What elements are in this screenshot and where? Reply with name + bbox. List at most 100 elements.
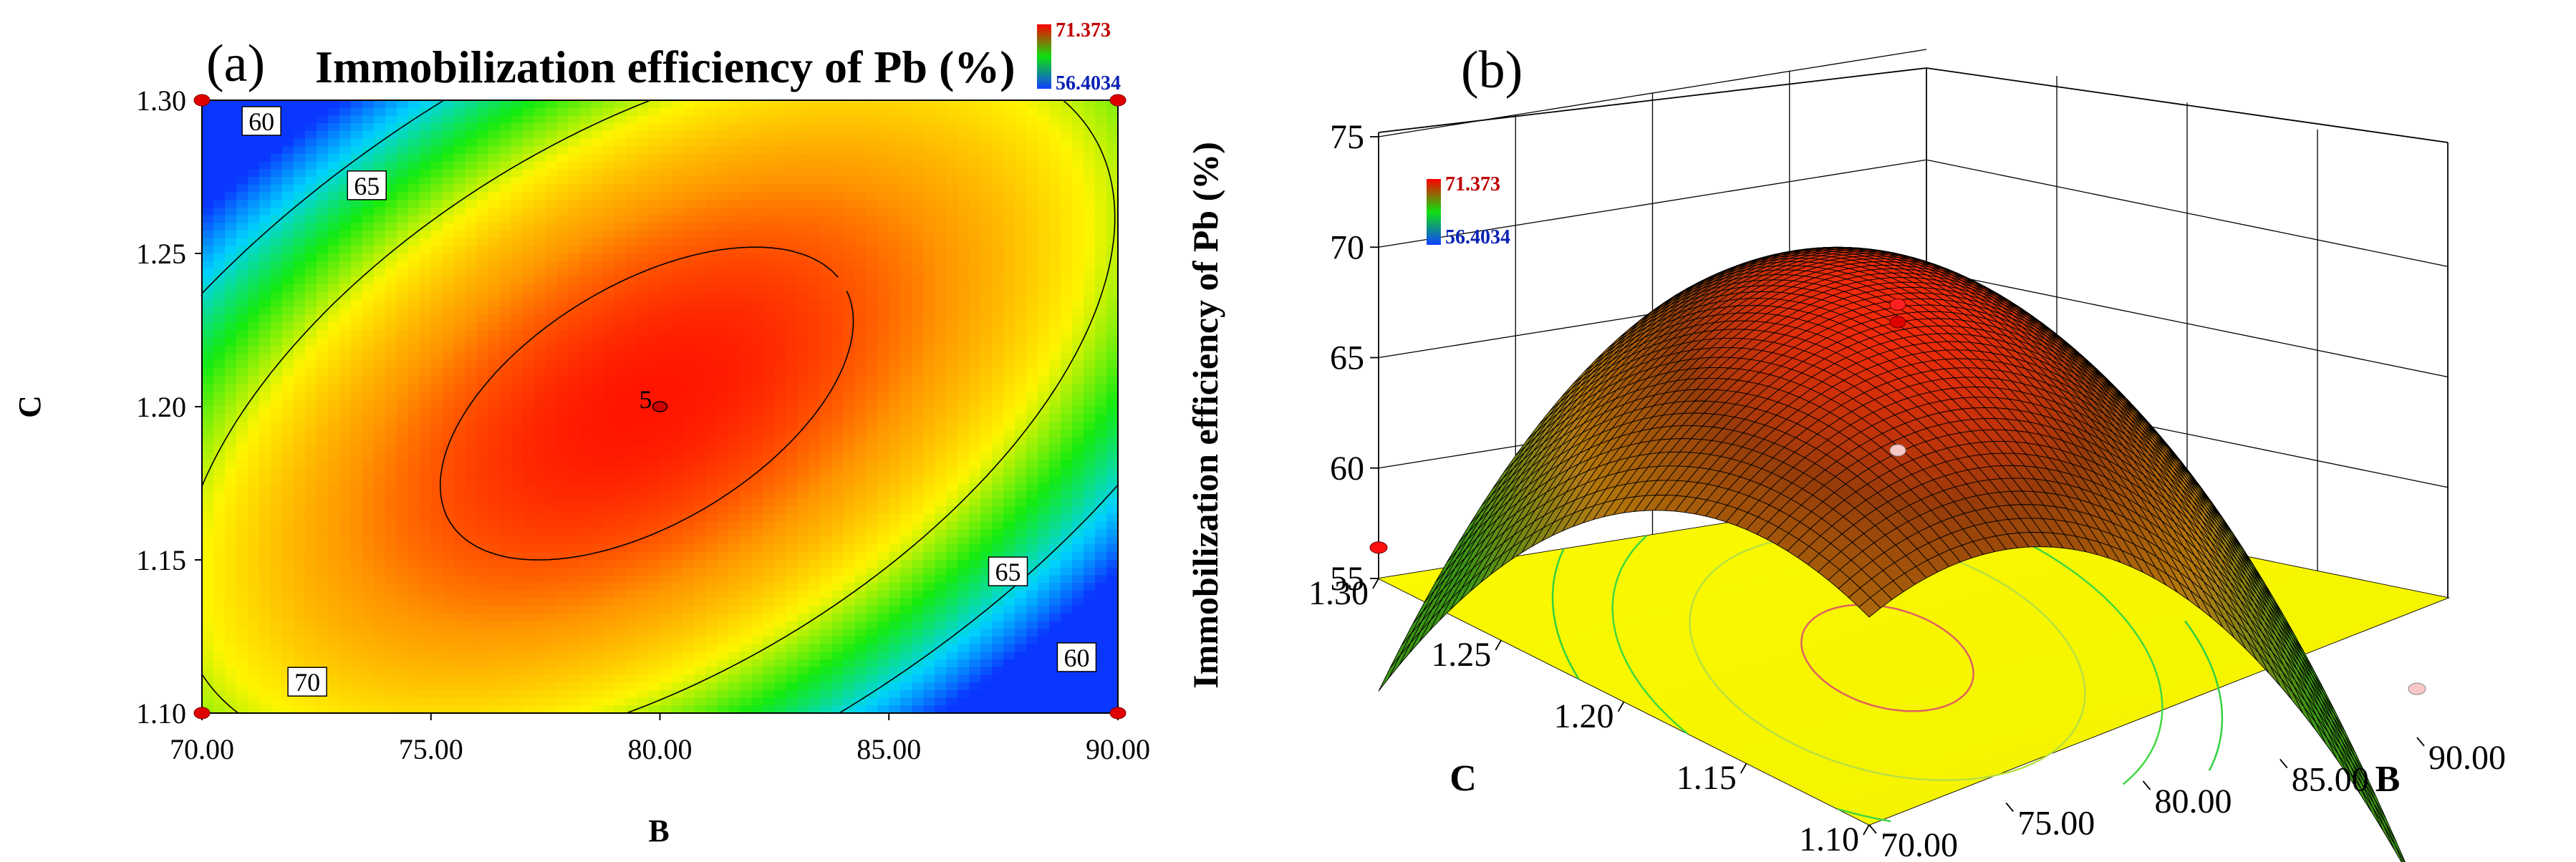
- heatmap-cell: [385, 590, 397, 599]
- heatmap-cell: [270, 360, 283, 369]
- heatmap-cell: [831, 169, 844, 178]
- heatmap-cell: [786, 383, 798, 392]
- heatmap-cell: [579, 353, 592, 362]
- heatmap-cell: [316, 705, 329, 713]
- heatmap-cell: [774, 383, 786, 392]
- heatmap-cell: [202, 682, 214, 691]
- heatmap-cell: [877, 261, 889, 269]
- heatmap-cell: [293, 376, 306, 384]
- heatmap-cell: [763, 138, 775, 147]
- heatmap-cell: [671, 115, 684, 124]
- heatmap-cell: [442, 276, 455, 285]
- heatmap-cell: [614, 284, 627, 293]
- heatmap-cell: [568, 284, 581, 293]
- heatmap-cell: [625, 468, 638, 476]
- heatmap-cell: [453, 529, 466, 538]
- heatmap-cell: [774, 452, 786, 461]
- heatmap-cell: [568, 169, 581, 178]
- heatmap-cell: [648, 376, 661, 384]
- heatmap-cell: [522, 253, 535, 262]
- heatmap-cell: [385, 682, 397, 691]
- heatmap-cell: [648, 246, 661, 254]
- heatmap-cell: [270, 238, 283, 246]
- heatmap-cell: [637, 544, 650, 553]
- heatmap-cell: [591, 291, 604, 300]
- heatmap-cell: [453, 399, 466, 407]
- heatmap-cell: [900, 498, 912, 507]
- heatmap-cell: [717, 498, 730, 507]
- heatmap-cell: [442, 391, 455, 399]
- heatmap-cell: [407, 161, 420, 170]
- heatmap-cell: [705, 177, 718, 185]
- heatmap-cell: [637, 659, 650, 668]
- heatmap-cell: [820, 621, 832, 629]
- heatmap-cell: [545, 674, 558, 683]
- heatmap-cell: [579, 705, 592, 713]
- heatmap-cell: [648, 674, 661, 683]
- heatmap-cell: [866, 552, 878, 561]
- heatmap-cell: [614, 583, 627, 591]
- heatmap-cell: [614, 276, 627, 285]
- heatmap-cell: [488, 115, 501, 124]
- heatmap-cell: [511, 100, 524, 109]
- heatmap-cell: [259, 100, 271, 109]
- heatmap-cell: [820, 399, 832, 407]
- heatmap-cell: [786, 115, 798, 124]
- heatmap-cell: [339, 544, 352, 553]
- heatmap-cell: [465, 383, 478, 392]
- heatmap-cell: [442, 330, 455, 339]
- heatmap-cell: [224, 115, 237, 124]
- heatmap-cell: [522, 513, 535, 523]
- heatmap-cell: [465, 629, 478, 637]
- heatmap-cell: [304, 207, 317, 216]
- heatmap-cell: [556, 169, 569, 178]
- heatmap-cell: [488, 682, 501, 691]
- heatmap-cell: [202, 452, 214, 461]
- heatmap-cell: [854, 291, 867, 300]
- heatmap-cell: [797, 659, 809, 668]
- heatmap-cell: [293, 399, 306, 407]
- heatmap-cell: [648, 184, 661, 193]
- heatmap-cell: [453, 644, 466, 652]
- heatmap-cell: [763, 560, 775, 568]
- heatmap-cell: [339, 337, 352, 346]
- heatmap-cell: [316, 414, 329, 422]
- heatmap-cell: [407, 353, 420, 362]
- heatmap-cell: [831, 490, 844, 499]
- heatmap-cell: [213, 130, 226, 140]
- heatmap-cell: [797, 299, 809, 308]
- heatmap-cell: [534, 368, 546, 377]
- heatmap-cell: [453, 475, 466, 484]
- heatmap-cell: [889, 322, 901, 331]
- heatmap-cell: [671, 506, 684, 515]
- heatmap-cell: [625, 575, 638, 583]
- heatmap-cell: [602, 100, 615, 109]
- heatmap-cell: [373, 560, 386, 568]
- heatmap-cell: [877, 544, 889, 553]
- heatmap-cell: [556, 544, 569, 553]
- heatmap-cell: [809, 667, 821, 676]
- heatmap-cell: [637, 689, 650, 699]
- heatmap-cell: [385, 153, 397, 163]
- heatmap-cell: [534, 422, 546, 430]
- heatmap-cell: [545, 521, 558, 530]
- heatmap-cell: [556, 200, 569, 208]
- heatmap-cell: [350, 629, 363, 637]
- heatmap-cell: [511, 445, 524, 453]
- heatmap-cell: [889, 468, 901, 476]
- heatmap-cell: [717, 130, 730, 140]
- heatmap-cell: [751, 521, 763, 530]
- heatmap-cell: [751, 330, 763, 339]
- heatmap-cell: [213, 169, 226, 178]
- heatmap-cell: [453, 613, 466, 622]
- heatmap-cell: [430, 414, 443, 422]
- heatmap-cell: [327, 483, 340, 492]
- heatmap-cell: [511, 192, 524, 200]
- heatmap-cell: [488, 223, 501, 231]
- heatmap-cell: [362, 498, 375, 507]
- heatmap-cell: [522, 130, 535, 140]
- heatmap-cell: [763, 490, 775, 499]
- heatmap-cell: [499, 513, 512, 523]
- heatmap-cell: [705, 123, 718, 132]
- heatmap-cell: [831, 598, 844, 606]
